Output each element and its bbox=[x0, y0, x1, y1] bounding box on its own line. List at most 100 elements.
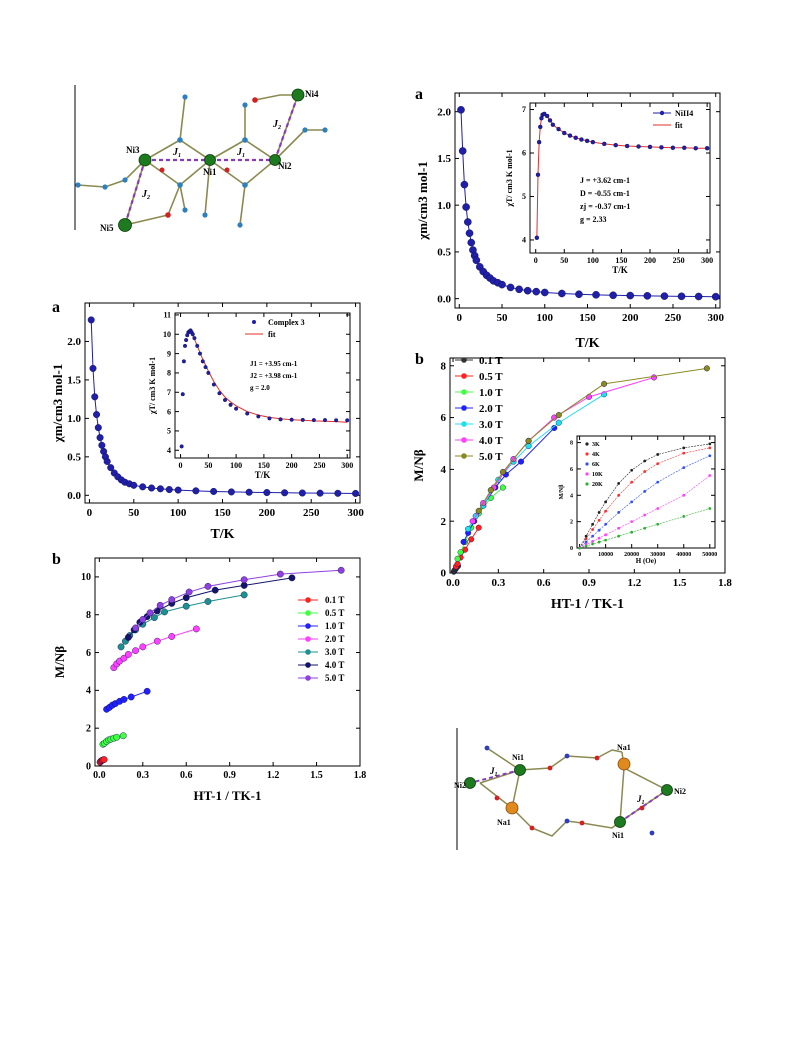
legend-marker bbox=[305, 675, 311, 681]
c3chi-inset-y-tick-label: 7 bbox=[167, 388, 171, 397]
inset-data-point bbox=[200, 359, 205, 364]
ni4chi-inset-y-tick-label: 6 bbox=[522, 149, 526, 158]
ni4chi-inset-y-tick-label: 5 bbox=[522, 192, 526, 201]
legend-label: 0.5 T bbox=[479, 371, 503, 383]
legend-marker bbox=[305, 623, 311, 629]
inset-data-point bbox=[217, 391, 222, 396]
inset-annotation: J = +3.62 cm-1 bbox=[580, 176, 630, 185]
ni4-structure-panel: Ni4 Ni3 Ni1 Ni2 Ni5 J1 J1 J2 J2 bbox=[70, 85, 330, 235]
ni4mag-y-tick-label: 6 bbox=[441, 412, 447, 424]
inset-series-point bbox=[630, 500, 634, 504]
inset-series-point bbox=[630, 468, 634, 472]
inset-data-point bbox=[334, 418, 339, 423]
inset-data-point bbox=[345, 418, 350, 423]
ni4chi-y-tick-label: 1.0 bbox=[437, 200, 451, 212]
inset-data-point bbox=[184, 338, 189, 343]
inset-series-point bbox=[682, 514, 686, 518]
ni4mag-series-point bbox=[601, 380, 608, 387]
c3mag-series-point bbox=[182, 594, 190, 602]
inset-series-point bbox=[656, 462, 660, 466]
ni4chi-data-point bbox=[506, 283, 515, 292]
legend-marker bbox=[305, 649, 311, 655]
c3mag-y-tick-label: 8 bbox=[86, 610, 91, 621]
panel-letter: b bbox=[415, 351, 424, 368]
c3chi-y-tick-label: 0.5 bbox=[67, 452, 81, 464]
inset-series-point bbox=[643, 459, 647, 463]
c3mag-series-point bbox=[117, 643, 125, 651]
ni4chi-data-point bbox=[575, 290, 583, 299]
c3mag-y-tick-label: 2 bbox=[86, 724, 91, 735]
ni4chi-data-point bbox=[472, 256, 481, 265]
inset-data-point bbox=[180, 392, 185, 397]
inset-series-point bbox=[682, 493, 686, 497]
inset-legend-marker bbox=[585, 472, 589, 476]
c3chi-inset-x-tick-label: 200 bbox=[286, 461, 298, 470]
c3chi-data-point bbox=[103, 457, 111, 465]
inset-series-point bbox=[630, 480, 634, 484]
inset-data-point bbox=[278, 417, 283, 422]
ni4chi-x-tick-label: 150 bbox=[579, 312, 596, 324]
legend-marker bbox=[305, 662, 311, 668]
x-axis-label: HT-1 / TK-1 bbox=[194, 788, 262, 803]
inset-data-point bbox=[323, 418, 328, 423]
ni4chi-data-point bbox=[532, 287, 541, 296]
atom-label: Ni2 bbox=[278, 161, 292, 171]
c3chi-data-point bbox=[281, 489, 289, 497]
c3mag-series-point bbox=[120, 696, 128, 703]
inset-data-point bbox=[670, 145, 676, 150]
legend-label: 3.0 T bbox=[479, 419, 503, 431]
ni4mag-series-point bbox=[475, 524, 482, 531]
c3chi-x-tick-label: 300 bbox=[347, 507, 364, 519]
ni4chi-data-point bbox=[515, 285, 523, 294]
inset-data-point bbox=[556, 126, 561, 132]
ni4mag-x-tick-label: 1.5 bbox=[673, 577, 687, 589]
c3chi-inset-plot-frame bbox=[174, 312, 351, 459]
ni4-structure-svg: Ni4 Ni3 Ni1 Ni2 Ni5 J1 J1 J2 J2 bbox=[74, 85, 328, 233]
c3mag-series-point bbox=[204, 582, 212, 590]
c3chi-inset-x-tick-label: 150 bbox=[258, 461, 270, 470]
ni4chi-y-tick-label: 2.0 bbox=[437, 106, 451, 118]
ni4mag-inset-x-tick-label: 0 bbox=[578, 552, 581, 558]
c3chi-y-tick-label: 0.0 bbox=[67, 490, 81, 502]
inset-data-point bbox=[590, 139, 596, 145]
ni4chi-inset-x-tick-label: 0 bbox=[534, 256, 538, 265]
c3chi-x-tick-label: 0 bbox=[87, 507, 93, 519]
c3mag-y-tick-label: 10 bbox=[81, 572, 91, 583]
inset-data-point bbox=[624, 143, 630, 149]
c3chi-x-tick-label: 200 bbox=[259, 507, 276, 519]
c3chi-data-point bbox=[263, 489, 271, 497]
c3mag-series-point bbox=[132, 647, 139, 655]
c3chi-inset-y-tick-label: 5 bbox=[167, 427, 171, 436]
inset-data-point bbox=[550, 122, 556, 127]
c3chi-inset-x-tick-label: 250 bbox=[313, 461, 325, 470]
inset-data-point bbox=[203, 365, 208, 370]
ni4mag-series-point bbox=[454, 560, 461, 567]
ni4chi-data-point bbox=[498, 280, 506, 289]
inset-data-point bbox=[197, 351, 202, 356]
ni4-magnetization-chart: 0.0 0.3 0.6 0.9 1.2 1.5 1.8 0 2 4 6 8 b HT-1 / TK-1 M/… bbox=[411, 351, 732, 612]
inset-series-point bbox=[643, 526, 647, 530]
x-axis-label: HT-1 / TK-1 bbox=[551, 597, 624, 612]
inset-x-label: H (Oe) bbox=[636, 557, 657, 565]
ni4mag-x-tick-label: 0.0 bbox=[446, 577, 460, 589]
ni4mag-series-point bbox=[499, 484, 506, 491]
atom-label: Ni1 bbox=[612, 831, 624, 840]
panel-letter: b bbox=[52, 551, 61, 568]
inset-series-point bbox=[708, 446, 712, 450]
c3mag-series-line bbox=[135, 569, 342, 629]
ni4chi-data-point bbox=[711, 292, 720, 301]
legend-marker bbox=[305, 610, 311, 616]
c3mag-series-point bbox=[168, 596, 176, 603]
inset-data-point bbox=[300, 417, 305, 422]
inset-data-point bbox=[195, 343, 200, 348]
c3mag-x-tick-label: 1.2 bbox=[267, 770, 280, 781]
inset-series-point bbox=[643, 470, 647, 473]
ni4chi-inset-y-tick-label: 4 bbox=[522, 236, 526, 245]
c3mag-series-point bbox=[185, 588, 193, 596]
ni4-chi-chart: 0 50 100 150 200 250 3000.00.51.01.52.0aT/Kχm/… bbox=[415, 86, 724, 351]
c3chi-data-point bbox=[98, 441, 106, 449]
inset-series-point bbox=[604, 522, 608, 526]
atom-label: Na1 bbox=[617, 743, 631, 752]
inset-data-point bbox=[602, 141, 607, 147]
inset-series-point bbox=[597, 518, 601, 522]
